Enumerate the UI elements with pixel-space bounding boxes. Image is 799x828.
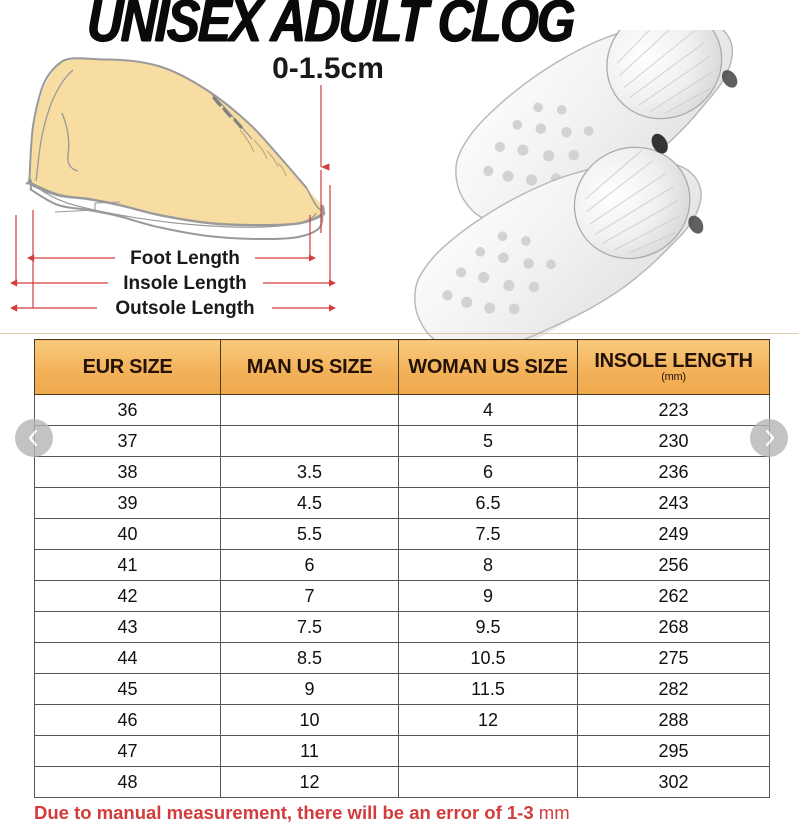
svg-text:Insole Length: Insole Length — [123, 273, 247, 294]
svg-text:0-1.5cm: 0-1.5cm — [272, 55, 384, 85]
svg-text:Foot Length: Foot Length — [130, 248, 240, 269]
svg-text:Outsole Length: Outsole Length — [115, 298, 254, 319]
